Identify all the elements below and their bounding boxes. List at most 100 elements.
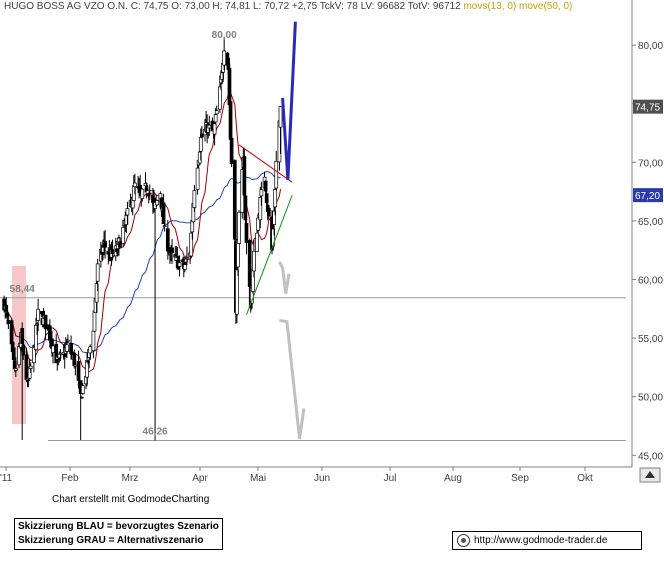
grey-scenario-path-1 [278,261,291,294]
candle-body [155,200,160,206]
candle-body [232,160,237,240]
candle-body [103,240,107,248]
candle-body [244,222,249,243]
candle-body [170,247,174,253]
candle-body [214,110,219,115]
candle-body [4,304,9,312]
candle-body [11,347,16,361]
candle-body [192,190,197,208]
candle-body [258,197,263,221]
candle-body [266,207,271,217]
candle-body [121,227,126,244]
candle-body [72,352,77,367]
chevron-up-icon [645,471,655,478]
x-tick-label: Mrz [122,473,139,484]
candle-body [147,192,152,195]
candle-body [125,208,130,216]
candle-body [182,264,187,270]
y-tick-label: 50,00 [638,393,663,404]
candle-body [140,188,145,199]
candle-body [133,182,137,187]
website-url: http://www.godmode-trader.de [474,535,608,546]
candle-body [263,180,268,192]
y-tick-label: 60,00 [638,276,663,287]
price-annotation: 58,44 [10,284,35,295]
candle-body [189,232,194,257]
candle-body [51,345,55,354]
candle-body [162,225,167,228]
candle-body [252,250,256,272]
website-link[interactable]: http://www.godmode-trader.de [452,531,642,550]
candle-body [95,263,100,282]
candle-body [278,106,283,128]
candle-body [259,189,264,197]
candle-body [207,124,212,129]
candle-body [20,328,25,344]
x-tick-label: Aug [444,473,462,484]
candle-body [247,240,252,287]
x-tick-label: Jul [384,473,397,484]
candle-body [213,114,218,123]
candle-body [222,50,227,66]
candle-body [212,123,217,135]
price-tag-label: 67,20 [635,191,660,202]
candle-body [66,339,70,342]
candle-body [43,314,48,330]
candle-body [161,202,166,225]
candle-body [28,365,33,369]
candle-body [229,137,234,165]
instrument-quote-text: HUGO BOSS AG VZO O.N. C: 74,75 O: 73,00 … [4,1,461,12]
candle-body [13,368,18,371]
x-tick-label: '11 [0,473,13,484]
candle-body [92,310,97,332]
y-tick-label: 80,00 [638,41,663,52]
y-tick-label: 55,00 [638,334,663,345]
candle-body [32,345,36,363]
candle-body [17,346,21,366]
candle-body [64,344,69,352]
ma-long-label: move(50, 0) [519,1,573,12]
candle-body [272,210,276,225]
x-tick-label: Jun [314,473,330,484]
price-tag-box [633,188,663,203]
candle-body [88,346,93,354]
plot-area [0,10,632,467]
price-tag-box [633,99,663,114]
candle-body [235,269,239,315]
candle-body [21,345,26,356]
grey-scenario-path-2 [279,319,306,440]
candle-body [58,352,63,355]
candle-body [138,184,143,193]
x-tick-label: Mai [250,473,266,484]
legend-blue-scenario: Skizzierung BLAU = bevorzugtes Szenario [18,521,219,532]
candle-body [255,232,259,252]
candle-body [6,319,11,324]
candle-body [242,156,247,196]
candle-body [91,330,96,352]
candle-body [243,195,248,221]
candle-body [85,360,89,378]
candle-body [47,325,52,340]
candle-body [118,241,122,248]
candle-body [274,161,279,189]
price-annotation: 46,26 [143,427,168,438]
y-tick-label: 70,00 [638,158,663,169]
candle-body [76,360,81,381]
chart-header: HUGO BOSS AG VZO O.N. C: 74,75 O: 73,00 … [4,1,572,12]
candle-body [177,262,182,267]
candle-body [195,167,200,190]
candle-body [198,137,203,152]
legend-grey-scenario: Skizzierung GRAU = Alternativszenario [18,535,204,546]
candle-body [237,211,241,244]
price-tag-label: 74,75 [635,103,660,114]
scenario-legend: Skizzierung BLAU = bevorzugtes Szenario … [14,518,223,550]
candle-body [256,217,261,231]
x-tick-label: Okt [577,473,593,484]
candle-body [218,86,222,110]
candle-body [80,385,85,394]
y-tick-label: 65,00 [638,217,663,228]
candle-body [94,283,99,303]
x-tick-label: Apr [192,473,208,484]
candle-body [36,308,40,321]
